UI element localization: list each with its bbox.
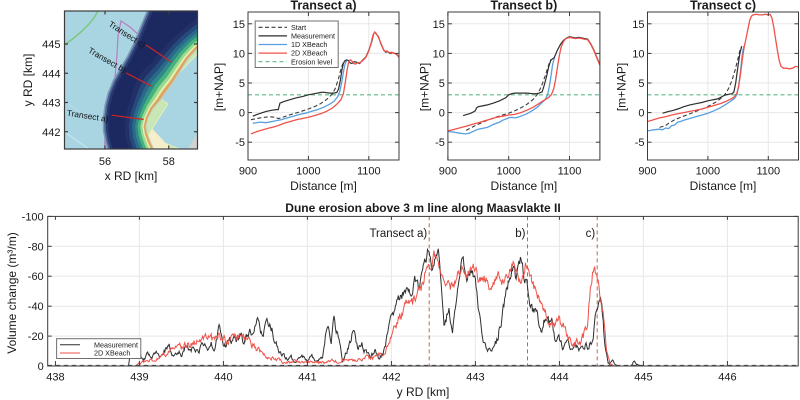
svg-text:Transect c): Transect c)	[690, 0, 756, 13]
svg-text:Measurement: Measurement	[291, 32, 335, 41]
svg-text:-60: -60	[28, 271, 44, 283]
svg-text:444: 444	[550, 372, 568, 384]
svg-text:10: 10	[433, 48, 445, 60]
svg-text:-20: -20	[28, 331, 44, 343]
svg-text:5: 5	[638, 78, 644, 90]
svg-text:Distance [m]: Distance [m]	[690, 179, 757, 193]
svg-text:438: 438	[46, 372, 64, 384]
svg-text:y RD [km]: y RD [km]	[21, 54, 35, 107]
svg-text:Dune erosion above 3 m line al: Dune erosion above 3 m line along Maasvl…	[285, 201, 560, 215]
svg-text:[m+NAP]: [m+NAP]	[212, 63, 226, 111]
svg-text:0: 0	[638, 108, 644, 120]
svg-text:0: 0	[38, 361, 44, 373]
svg-text:-5: -5	[635, 137, 645, 149]
svg-text:440: 440	[214, 372, 232, 384]
svg-text:-5: -5	[435, 137, 445, 149]
svg-text:900: 900	[439, 166, 457, 178]
svg-text:b): b)	[515, 228, 525, 240]
svg-text:900: 900	[638, 166, 656, 178]
svg-text:Transect b): Transect b)	[491, 0, 558, 13]
svg-text:-100: -100	[22, 211, 44, 223]
svg-text:1100: 1100	[357, 166, 381, 178]
svg-text:1D XBeach: 1D XBeach	[291, 40, 327, 49]
svg-text:15: 15	[433, 19, 445, 31]
svg-text:444: 444	[42, 68, 60, 80]
svg-text:2D XBeach: 2D XBeach	[291, 49, 327, 58]
svg-text:443: 443	[42, 98, 60, 110]
svg-text:-5: -5	[235, 137, 245, 149]
svg-text:900: 900	[239, 166, 257, 178]
svg-text:5: 5	[239, 78, 245, 90]
svg-text:Erosion level: Erosion level	[291, 57, 333, 66]
svg-text:-80: -80	[28, 241, 44, 253]
svg-text:Measurement: Measurement	[94, 340, 138, 349]
svg-text:c): c)	[586, 228, 596, 240]
svg-text:-40: -40	[28, 301, 44, 313]
svg-text:2D XBeach: 2D XBeach	[94, 349, 130, 358]
svg-text:Start: Start	[291, 23, 306, 32]
svg-text:Distance [m]: Distance [m]	[290, 179, 357, 193]
svg-text:Transect a): Transect a)	[369, 228, 427, 240]
svg-text:x RD [km]: x RD [km]	[105, 169, 158, 183]
svg-text:442: 442	[382, 372, 400, 384]
svg-text:Distance [m]: Distance [m]	[491, 179, 558, 193]
svg-text:y RD [km]: y RD [km]	[397, 385, 450, 399]
svg-text:58: 58	[163, 156, 175, 168]
svg-text:445: 445	[42, 39, 60, 51]
svg-text:15: 15	[632, 19, 644, 31]
svg-text:439: 439	[130, 372, 148, 384]
svg-text:15: 15	[233, 19, 245, 31]
svg-text:0: 0	[239, 108, 245, 120]
svg-text:Transect a): Transect a)	[290, 0, 356, 13]
svg-text:1000: 1000	[296, 166, 320, 178]
svg-text:443: 443	[466, 372, 484, 384]
svg-text:442: 442	[42, 127, 60, 139]
svg-text:56: 56	[99, 156, 111, 168]
svg-text:0: 0	[439, 108, 445, 120]
svg-text:[m+NAP]: [m+NAP]	[615, 63, 629, 111]
svg-text:446: 446	[718, 372, 736, 384]
svg-text:1000: 1000	[696, 166, 720, 178]
svg-text:445: 445	[634, 372, 652, 384]
svg-text:10: 10	[233, 48, 245, 60]
svg-text:5: 5	[439, 78, 445, 90]
svg-text:1100: 1100	[558, 166, 582, 178]
svg-text:10: 10	[632, 48, 644, 60]
svg-text:1100: 1100	[756, 166, 780, 178]
svg-text:441: 441	[298, 372, 316, 384]
svg-text:Volume change (m³/m): Volume change (m³/m)	[5, 232, 19, 353]
svg-text:[m+NAP]: [m+NAP]	[418, 63, 432, 111]
svg-text:1000: 1000	[496, 166, 520, 178]
